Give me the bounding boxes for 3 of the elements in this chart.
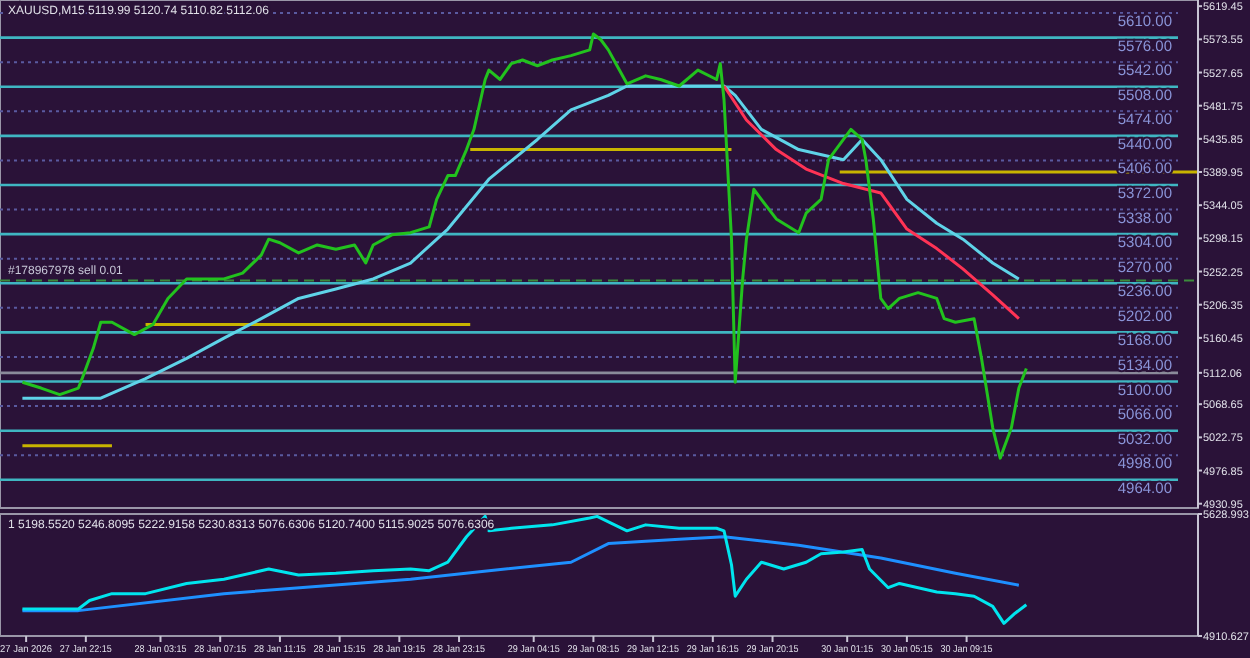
- line-series: [20, 514, 1028, 625]
- line-series: [20, 535, 1021, 613]
- line-series: [722, 84, 1021, 321]
